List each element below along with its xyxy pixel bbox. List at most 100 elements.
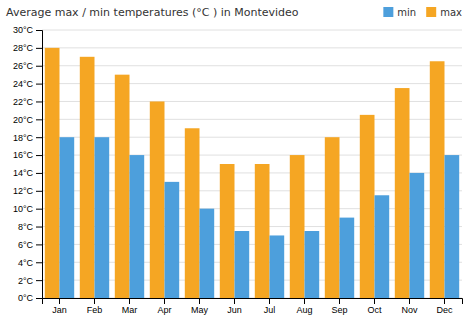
- bar: [150, 101, 165, 298]
- bar: [185, 128, 200, 298]
- tick-label: 0°C: [18, 293, 34, 303]
- tick: Aug: [296, 298, 312, 315]
- grid-line: [42, 83, 462, 84]
- tick-label: 14°C: [13, 168, 34, 178]
- bar: [80, 57, 95, 298]
- tick-label: 28°C: [13, 43, 34, 53]
- tick-label: Jun: [227, 305, 242, 315]
- tick-label: 24°C: [13, 79, 34, 89]
- tick-mark: [36, 173, 42, 174]
- bar: [235, 231, 250, 298]
- bar: [340, 218, 355, 298]
- tick-mark: [409, 298, 410, 304]
- tick-mark: [129, 298, 130, 304]
- legend-item: min: [383, 7, 416, 18]
- tick-mark: [164, 298, 165, 304]
- tick-label: 16°C: [13, 150, 34, 160]
- bar-series: [60, 137, 460, 298]
- tick: 8°C: [18, 222, 42, 232]
- bar: [45, 48, 60, 298]
- tick-label: Feb: [87, 305, 103, 315]
- axis-line: [43, 299, 463, 305]
- tick-mark: [36, 101, 42, 102]
- tick-label: 30°C: [13, 25, 34, 35]
- tick: Sep: [331, 298, 347, 315]
- tick-mark: [94, 298, 95, 304]
- tick-label: Sep: [331, 305, 347, 315]
- tick: 26°C: [13, 61, 42, 71]
- tick-mark: [59, 298, 60, 304]
- tick-mark: [36, 298, 42, 299]
- bar: [325, 137, 340, 298]
- legend-item: max: [426, 7, 462, 18]
- legend-swatch: [383, 7, 393, 17]
- y-axis: 0°C 2°C 4°C 6°C 8°C 10°C 12°C 14°C 16°C 18°C 20°C 2…: [13, 25, 43, 303]
- bars: [45, 48, 459, 298]
- bar: [360, 115, 375, 298]
- bar-series: [45, 48, 445, 298]
- tick-mark: [36, 30, 42, 31]
- tick-label: Jul: [264, 305, 276, 315]
- tick: May: [191, 298, 209, 315]
- tick: 16°C: [13, 150, 42, 160]
- bar: [305, 231, 320, 298]
- tick-mark: [36, 280, 42, 281]
- tick-mark: [36, 191, 42, 192]
- tick: 24°C: [13, 79, 42, 89]
- x-axis: Jan Feb Mar Apr May Jun Jul Aug Sep Oct Nov Dec: [43, 298, 463, 315]
- tick: Apr: [157, 298, 171, 315]
- chart: 0°C 2°C 4°C 6°C 8°C 10°C 12°C 14°C 16°C 18°C 20°C 2…: [0, 0, 474, 322]
- tick-mark: [36, 84, 42, 85]
- tick: 28°C: [13, 43, 42, 53]
- bar: [290, 155, 305, 298]
- tick: 22°C: [13, 97, 42, 107]
- tick: Dec: [436, 298, 453, 315]
- tick-label: Mar: [122, 305, 138, 315]
- tick-label: Aug: [296, 305, 312, 315]
- bar: [95, 137, 110, 298]
- tick-label: 18°C: [13, 133, 34, 143]
- tick: 20°C: [13, 115, 42, 125]
- tick-label: Jan: [52, 305, 67, 315]
- bar: [60, 137, 75, 298]
- tick-label: 6°C: [18, 240, 34, 250]
- tick: 12°C: [13, 186, 42, 196]
- bar: [410, 173, 425, 298]
- tick: 18°C: [13, 133, 42, 143]
- tick-mark: [36, 227, 42, 228]
- tick: 10°C: [13, 204, 42, 214]
- tick-label: May: [191, 305, 209, 315]
- tick: Oct: [367, 298, 382, 315]
- tick-label: Dec: [436, 305, 453, 315]
- plot: 0°C 2°C 4°C 6°C 8°C 10°C 12°C 14°C 16°C 18°C 20°C 2…: [13, 25, 463, 315]
- tick-label: Nov: [401, 305, 418, 315]
- bar: [270, 235, 285, 298]
- tick-mark: [36, 209, 42, 210]
- bar: [115, 75, 130, 298]
- legend-swatch: [426, 7, 436, 17]
- tick-label: 20°C: [13, 115, 34, 125]
- tick-mark: [36, 244, 42, 245]
- grid-line: [42, 30, 462, 31]
- bar: [165, 182, 180, 298]
- tick-label: 2°C: [18, 276, 34, 286]
- bar: [395, 88, 410, 298]
- tick-mark: [304, 298, 305, 304]
- title: Average max / min temperatures (°C ) in …: [6, 6, 299, 19]
- tick-mark: [36, 119, 42, 120]
- tick-mark: [36, 155, 42, 156]
- bar: [375, 195, 390, 298]
- tick: Mar: [122, 298, 138, 315]
- bar: [430, 61, 445, 298]
- tick-label: Apr: [157, 305, 171, 315]
- tick-mark: [269, 298, 270, 304]
- axis-line: [36, 31, 43, 299]
- tick-mark: [36, 66, 42, 67]
- tick: Jun: [227, 298, 242, 315]
- legend-label: max: [440, 7, 462, 18]
- grid-line: [42, 47, 462, 48]
- legend: max min: [383, 7, 462, 18]
- tick: 30°C: [13, 25, 42, 35]
- tick-label: Oct: [367, 305, 382, 315]
- tick-label: 4°C: [18, 258, 34, 268]
